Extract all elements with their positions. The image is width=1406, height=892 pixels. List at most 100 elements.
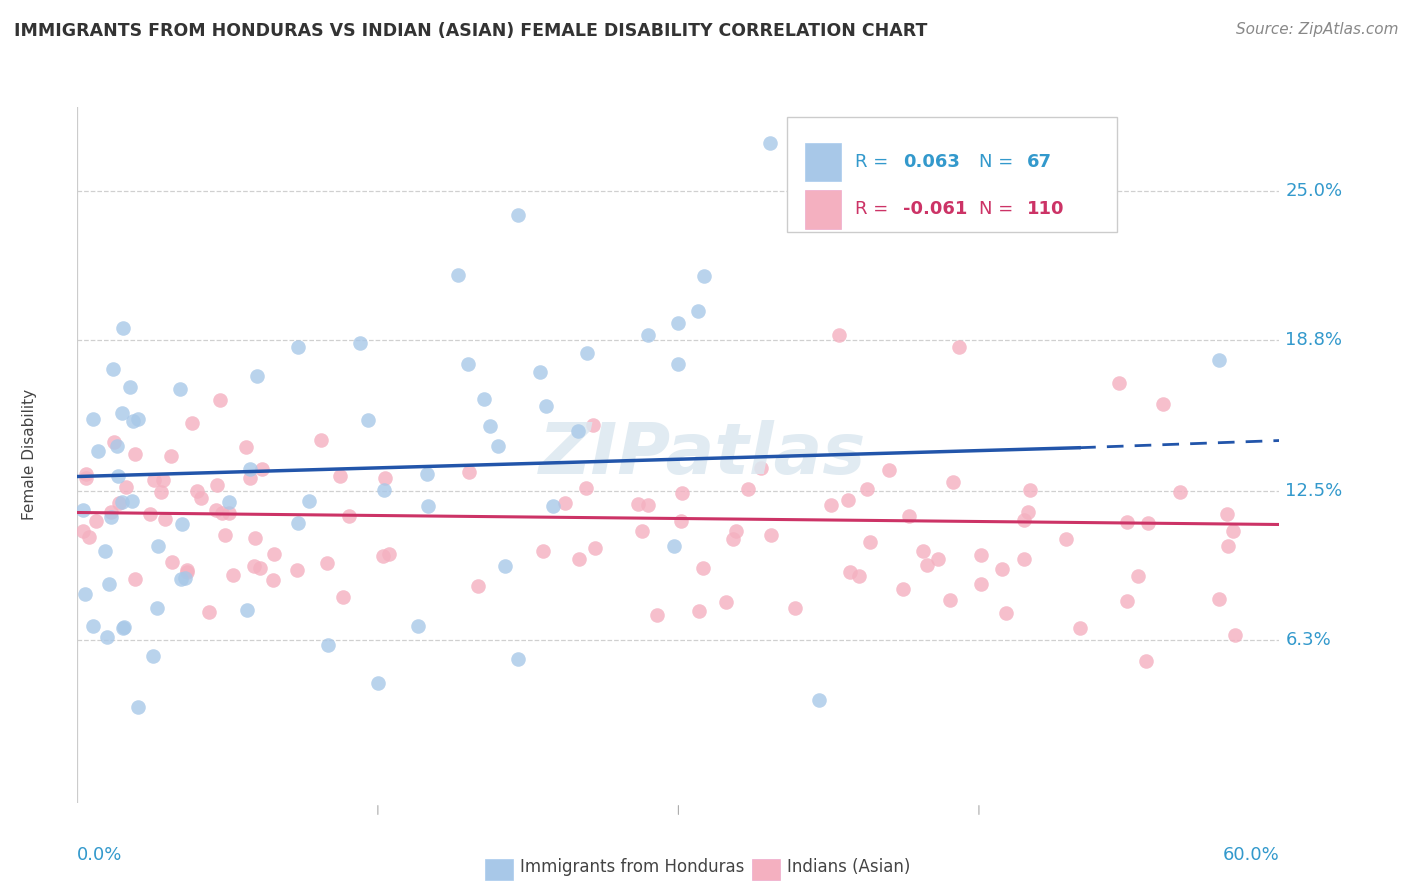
Text: 12.5%: 12.5% (1285, 482, 1343, 500)
Point (467, 579, 489, 593)
Text: 110: 110 (1026, 201, 1064, 219)
Point (316, 638, 339, 652)
Point (107, 469, 129, 483)
Point (96, 631, 118, 645)
Point (534, 399, 557, 413)
Point (1152, 397, 1174, 411)
Point (142, 473, 165, 487)
Point (287, 516, 309, 530)
Point (693, 268, 716, 283)
Point (749, 460, 772, 475)
Point (377, 547, 399, 561)
Point (1218, 540, 1240, 554)
Point (152, 474, 174, 488)
Point (1012, 552, 1035, 566)
Point (262, 573, 284, 587)
Point (221, 568, 243, 582)
Point (149, 485, 172, 500)
Point (146, 539, 169, 553)
Point (287, 340, 309, 354)
Point (374, 471, 396, 485)
Text: R =: R = (855, 153, 889, 171)
Point (169, 572, 191, 586)
Point (1017, 505, 1039, 519)
Point (457, 357, 479, 371)
Point (112, 620, 135, 634)
Point (416, 467, 439, 481)
Point (494, 558, 516, 573)
Point (198, 606, 221, 620)
Point (486, 439, 509, 453)
Point (891, 582, 914, 597)
Point (688, 304, 710, 318)
Point (1115, 515, 1137, 529)
Point (568, 551, 591, 566)
Point (1222, 524, 1244, 538)
Point (309, 433, 332, 447)
Point (692, 561, 714, 575)
Point (995, 606, 1018, 620)
Text: Indians (Asian): Indians (Asian) (787, 858, 911, 876)
Point (316, 556, 339, 570)
Point (72, 503, 94, 517)
Point (1223, 627, 1246, 641)
Point (970, 548, 993, 562)
Point (1108, 376, 1130, 390)
Point (205, 503, 228, 517)
Point (211, 506, 233, 520)
Text: 60.0%: 60.0% (1223, 846, 1279, 864)
FancyBboxPatch shape (786, 118, 1118, 232)
Point (664, 539, 686, 553)
Point (263, 548, 285, 562)
Point (637, 498, 659, 512)
Point (146, 601, 169, 615)
Bar (804, 190, 841, 228)
Point (478, 418, 501, 433)
Point (111, 320, 134, 334)
Point (1054, 533, 1077, 547)
Text: Immigrants from Honduras: Immigrants from Honduras (520, 858, 745, 876)
Point (239, 461, 262, 475)
Point (243, 531, 266, 545)
Point (472, 392, 495, 407)
Text: N =: N = (979, 201, 1014, 219)
Text: 0.0%: 0.0% (77, 846, 122, 864)
Point (576, 345, 599, 359)
Point (124, 572, 146, 586)
Point (716, 595, 738, 609)
Point (828, 148, 851, 162)
Point (1170, 484, 1192, 499)
Point (948, 340, 970, 354)
Point (170, 516, 193, 531)
Point (671, 486, 693, 500)
Point (127, 412, 149, 426)
Text: -0.061: -0.061 (903, 201, 967, 219)
Point (688, 603, 710, 617)
Point (173, 571, 195, 585)
Point (94, 544, 117, 558)
Point (190, 491, 212, 505)
Bar (804, 143, 841, 181)
Point (582, 418, 605, 433)
Point (645, 607, 668, 622)
Point (721, 533, 744, 547)
Point (990, 561, 1012, 575)
Point (668, 357, 690, 371)
Point (243, 558, 266, 573)
Point (837, 493, 859, 508)
Point (807, 692, 830, 706)
Point (626, 498, 648, 512)
Point (142, 649, 165, 664)
Point (759, 136, 782, 150)
Point (332, 590, 354, 604)
Text: 18.8%: 18.8% (1285, 331, 1343, 349)
Point (159, 449, 181, 463)
Point (181, 417, 204, 431)
Point (337, 509, 360, 524)
Point (1136, 516, 1159, 530)
Point (82, 412, 104, 426)
Point (554, 495, 576, 509)
Point (856, 482, 879, 496)
Point (915, 558, 938, 572)
Point (100, 509, 122, 524)
